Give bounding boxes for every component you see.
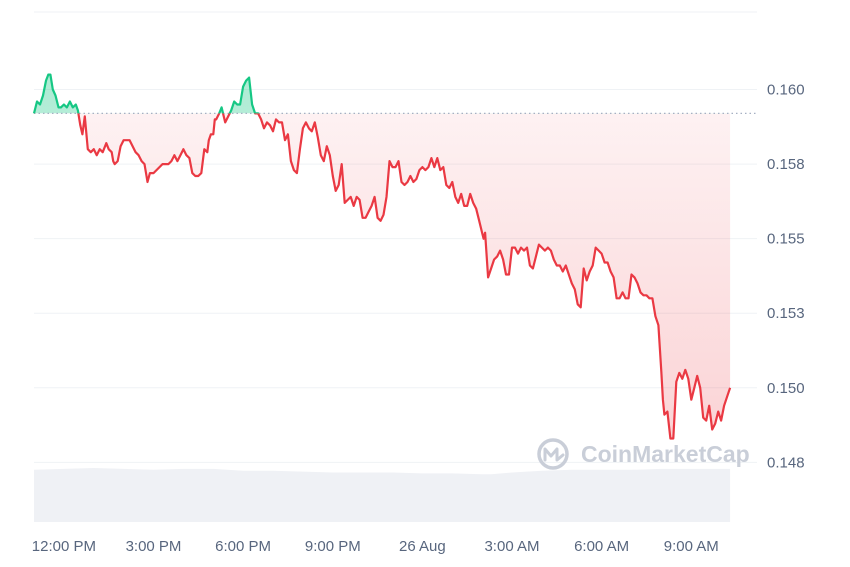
volume-area bbox=[34, 468, 731, 522]
x-tick-label: 3:00 AM bbox=[484, 538, 539, 555]
price-line bbox=[32, 73, 732, 440]
x-tick-label: 3:00 PM bbox=[126, 538, 182, 555]
x-axis: 12:00 PM 3:00 PM 6:00 PM 9:00 PM 26 Aug 3:00 … bbox=[32, 538, 719, 555]
coinmarketcap-watermark: CoinMarketCap bbox=[537, 438, 750, 470]
y-tick-label: 0.153 bbox=[767, 305, 805, 322]
x-tick-label: 9:00 PM bbox=[305, 538, 361, 555]
price-area bbox=[34, 74, 731, 439]
area-fill-down bbox=[78, 113, 731, 439]
watermark-text: CoinMarketCap bbox=[581, 441, 750, 467]
volume-fill bbox=[34, 468, 731, 522]
y-tick-label: 0.150 bbox=[767, 380, 805, 397]
x-tick-label: 6:00 AM bbox=[574, 538, 629, 555]
x-tick-label: 6:00 PM bbox=[215, 538, 271, 555]
coinmarketcap-logo-icon bbox=[537, 438, 569, 470]
x-tick-label: 26 Aug bbox=[399, 538, 446, 555]
y-tick-label: 0.148 bbox=[767, 454, 805, 471]
y-axis: 0.160 0.158 0.155 0.153 0.150 0.148 bbox=[767, 82, 805, 472]
y-tick-label: 0.160 bbox=[767, 82, 805, 99]
price-line-down bbox=[34, 113, 732, 440]
y-tick-label: 0.158 bbox=[767, 156, 805, 173]
x-tick-label: 12:00 PM bbox=[32, 538, 96, 555]
y-tick-label: 0.155 bbox=[767, 231, 805, 248]
x-tick-label: 9:00 AM bbox=[664, 538, 719, 555]
